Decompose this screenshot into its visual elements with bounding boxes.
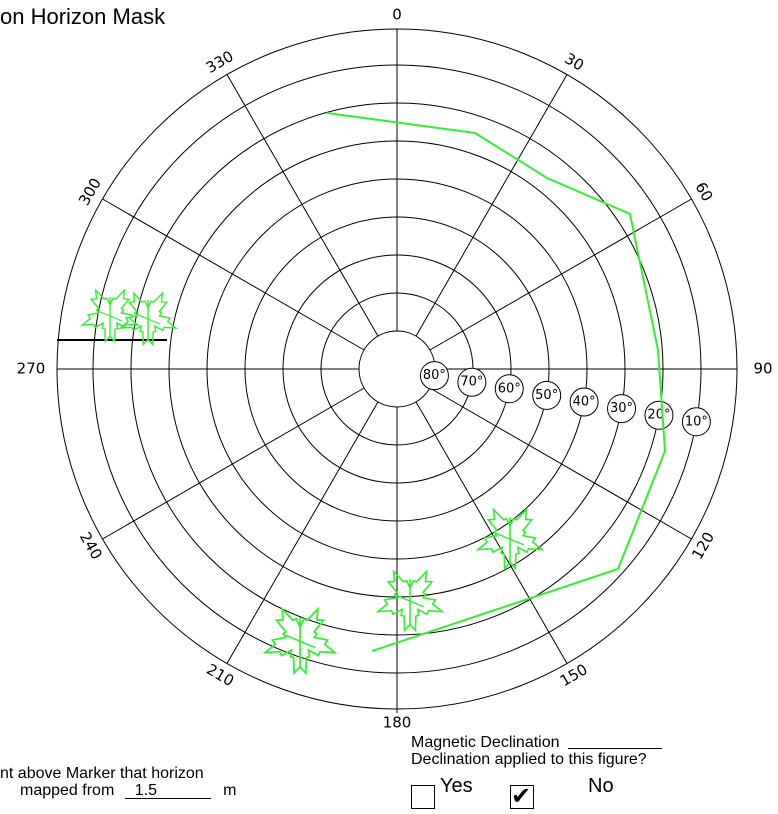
azimuth-label: 60 <box>691 179 716 205</box>
marker-height-number: 1.5 <box>134 782 157 799</box>
tree-icon <box>475 507 545 571</box>
tree-icon <box>262 606 338 676</box>
elevation-label: 30° <box>610 401 633 416</box>
marker-height-prefix: mapped from <box>20 782 115 799</box>
elevation-label-circle <box>644 400 674 430</box>
elevation-label: 60° <box>498 381 521 396</box>
tree-icon <box>80 288 140 344</box>
tree-icon <box>118 291 178 347</box>
azimuth-spoke <box>102 198 365 351</box>
declination-line: Magnetic Declination <box>411 734 662 751</box>
declination-field[interactable] <box>567 734 662 749</box>
elevation-label-circle <box>569 387 599 417</box>
marker-height-unit: m <box>223 782 237 799</box>
page-title: on Horizon Mask <box>0 4 166 29</box>
yes-checkbox[interactable] <box>411 785 435 809</box>
marker-height-line2: mapped from 1.5 m <box>20 782 237 799</box>
azimuth-label: 270 <box>17 360 46 378</box>
declination-applied-question: Declination applied to this figure? <box>411 751 647 768</box>
horizon-mask-line <box>326 112 667 652</box>
tree-icon <box>375 569 445 633</box>
azimuth-spokes <box>57 29 737 713</box>
azimuth-spoke <box>226 74 379 337</box>
elevation-label-circle <box>607 394 637 424</box>
no-checkbox[interactable] <box>510 785 534 809</box>
elevation-label: 50° <box>535 388 558 403</box>
elevation-label: 80° <box>423 368 446 383</box>
marker-height-value: 1.5 <box>124 782 211 799</box>
azimuth-label: 150 <box>557 660 591 690</box>
elevation-label: 70° <box>460 375 483 390</box>
azimuth-label: 0 <box>392 6 402 24</box>
elevation-label: 20° <box>647 408 670 423</box>
azimuth-spoke <box>429 198 692 351</box>
azimuth-spoke <box>415 401 568 664</box>
declination-label: Magnetic Declination <box>411 734 560 751</box>
tree-obstructions <box>80 288 545 676</box>
elevation-label-circle <box>419 361 449 391</box>
azimuth-label: 120 <box>688 529 718 563</box>
elevation-labels: 80° 70° 60° 50° 40° 30° 20° 10° <box>419 361 711 437</box>
elevation-label-circle <box>457 367 487 397</box>
marker-height-line1: nt above Marker that horizon <box>0 765 204 782</box>
azimuth-label: 240 <box>76 529 106 563</box>
elevation-label-circle <box>494 374 524 404</box>
checkmark-icon: ✔ <box>511 782 532 810</box>
azimuth-spoke <box>429 387 692 540</box>
azimuth-spoke <box>415 74 568 337</box>
azimuth-spoke <box>102 387 365 540</box>
elevation-label: 10° <box>685 414 708 429</box>
azimuth-spoke <box>226 401 379 664</box>
elevation-label-circle <box>532 380 562 410</box>
azimuth-label: 30 <box>561 49 587 74</box>
elevation-label-circle <box>681 407 711 437</box>
yes-label: Yes <box>440 775 473 797</box>
elevation-label: 40° <box>573 394 596 409</box>
no-label: No <box>588 775 614 797</box>
azimuth-label: 180 <box>383 714 412 732</box>
azimuth-label: 90 <box>753 360 772 378</box>
azimuth-label: 210 <box>203 660 237 690</box>
